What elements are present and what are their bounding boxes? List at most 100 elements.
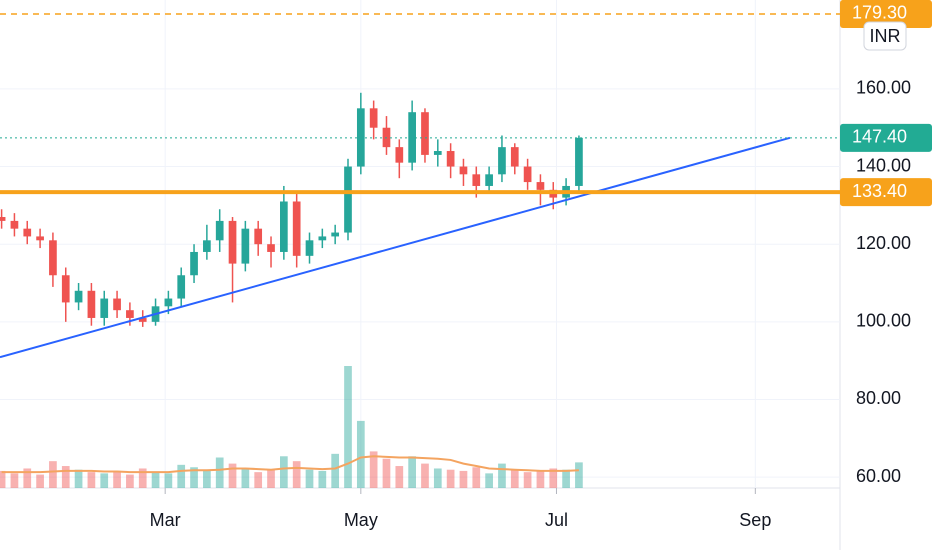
currency-box (863, 21, 907, 51)
volume-bar (87, 472, 96, 488)
candle-body (498, 147, 506, 175)
candle-body (113, 298, 121, 311)
volume-bar (292, 461, 301, 488)
volume-bar (190, 467, 198, 488)
volume-bar (0, 470, 6, 488)
volume-bar (536, 470, 545, 488)
candle-body (36, 236, 44, 241)
volume-bar (549, 468, 558, 488)
volume-bar (472, 467, 481, 488)
candle-body (331, 232, 340, 237)
volume-bar (177, 464, 186, 488)
volume-bar (395, 466, 404, 488)
candle-body (446, 151, 455, 167)
volume-bar (433, 468, 442, 488)
x-tick-label: Jul (545, 510, 568, 530)
volume-bar (100, 473, 109, 488)
level-badge (840, 178, 932, 207)
currency-label: INR (870, 26, 901, 46)
volume-bar (36, 474, 44, 488)
candle-body (305, 240, 314, 256)
price-pane (0, 13, 840, 359)
candle-body (126, 310, 134, 318)
candle-body (267, 244, 275, 252)
trendline (0, 136, 791, 359)
volume-bar (523, 472, 532, 488)
volume-bar (138, 468, 147, 488)
candle-body (23, 228, 32, 237)
volume-bar (280, 456, 288, 488)
candle-body (74, 290, 83, 303)
volume-bar (49, 461, 57, 488)
volume-bar (446, 469, 455, 488)
candle-body (369, 108, 378, 128)
candle-body (575, 137, 583, 186)
candle-body (472, 174, 481, 186)
volume-bar (575, 462, 583, 488)
y-tick-label: 140.00 (856, 155, 911, 175)
candle-body (536, 182, 545, 190)
candle-body (459, 166, 468, 175)
candle-body (395, 147, 404, 163)
volume-bar (382, 458, 391, 488)
volume-bar (421, 463, 429, 488)
y-tick-label: 120.00 (856, 233, 911, 253)
volume-bar (318, 470, 327, 488)
volume-bar (215, 457, 224, 488)
volume-bar (241, 468, 250, 488)
volume-bar (113, 470, 121, 488)
volume-bar (485, 473, 493, 488)
level-label: 179.30 (852, 3, 907, 23)
volume-bar (498, 463, 506, 488)
grid (0, 0, 840, 488)
volume-ma-line (1, 455, 579, 474)
candle-body (433, 151, 442, 155)
candle-body (10, 220, 19, 229)
volume-bar (344, 366, 352, 488)
candle-body (190, 251, 198, 276)
candle-body (49, 240, 57, 276)
candle-body (164, 298, 173, 307)
candle-body (408, 112, 416, 163)
x-tick-label: May (344, 510, 378, 530)
x-tick-label: Sep (739, 510, 771, 530)
volume-bar (254, 472, 263, 488)
y-tick-label: 100.00 (856, 311, 911, 331)
candle-body (523, 166, 532, 183)
volume-bar (23, 468, 32, 488)
candle-body (203, 240, 211, 252)
candle-body (318, 236, 327, 241)
volume-bar (510, 469, 519, 488)
candle-body (421, 112, 429, 155)
volume-bar (164, 473, 173, 488)
candle-body (228, 220, 237, 264)
volume-bar (305, 469, 314, 488)
y-tick-label: 60.00 (856, 466, 901, 486)
volume-bar (61, 466, 70, 488)
volume-bar (126, 474, 134, 488)
candle-body (87, 290, 96, 318)
candle-body (138, 317, 147, 322)
candle-body (100, 298, 109, 318)
volume-bar (151, 472, 160, 488)
level-label: 147.40 (852, 127, 907, 147)
candle-body (241, 228, 250, 264)
volume-bar (203, 470, 211, 488)
level-badge (840, 0, 932, 28)
volume-bar (267, 469, 275, 488)
volume-bar (459, 470, 468, 488)
candle-body (344, 166, 352, 233)
y-tick-label: 80.00 (856, 388, 901, 408)
volume-pane (0, 366, 583, 488)
y-tick-label: 160.00 (856, 78, 911, 98)
volume-bar (369, 451, 378, 488)
candle-body (61, 275, 70, 303)
candle-body (292, 201, 301, 256)
candle-body (510, 147, 519, 167)
volume-bar (74, 469, 83, 488)
candle-body (0, 217, 6, 221)
level-label: 133.40 (852, 181, 907, 201)
candle-body (280, 201, 288, 252)
level-badge (840, 123, 932, 152)
